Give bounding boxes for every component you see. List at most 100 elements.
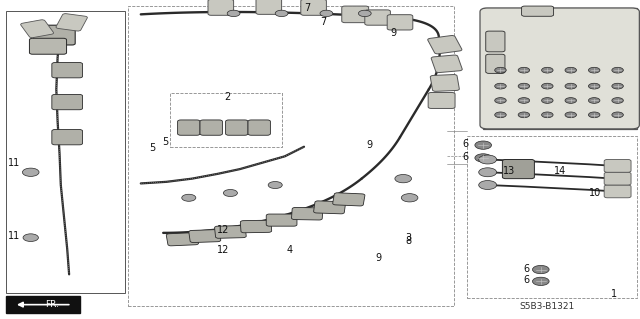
Circle shape — [479, 155, 497, 164]
FancyBboxPatch shape — [266, 214, 297, 226]
Circle shape — [588, 83, 600, 89]
Text: FR.: FR. — [45, 300, 60, 309]
FancyBboxPatch shape — [208, 0, 234, 15]
Circle shape — [532, 277, 549, 286]
Circle shape — [541, 112, 553, 118]
Text: 13: 13 — [503, 166, 516, 176]
Circle shape — [358, 10, 371, 17]
FancyBboxPatch shape — [177, 120, 200, 135]
Circle shape — [612, 67, 623, 73]
Text: 11: 11 — [8, 231, 20, 241]
FancyBboxPatch shape — [248, 120, 270, 135]
FancyBboxPatch shape — [52, 63, 83, 78]
Circle shape — [223, 189, 237, 197]
Circle shape — [588, 112, 600, 118]
Text: 1: 1 — [611, 289, 618, 299]
FancyBboxPatch shape — [166, 233, 198, 246]
Circle shape — [565, 67, 577, 73]
Circle shape — [612, 112, 623, 118]
Circle shape — [495, 83, 506, 89]
Text: 9: 9 — [390, 28, 397, 39]
Circle shape — [541, 67, 553, 73]
Circle shape — [495, 112, 506, 118]
Circle shape — [565, 83, 577, 89]
Text: 7: 7 — [304, 3, 310, 13]
Circle shape — [395, 174, 412, 183]
Circle shape — [23, 234, 38, 241]
Circle shape — [475, 141, 492, 149]
Text: 11: 11 — [8, 158, 20, 168]
Text: 8: 8 — [405, 236, 412, 246]
FancyBboxPatch shape — [502, 160, 534, 179]
Circle shape — [479, 168, 497, 177]
FancyArrowPatch shape — [19, 302, 69, 307]
Circle shape — [518, 98, 530, 103]
FancyBboxPatch shape — [292, 207, 323, 220]
FancyBboxPatch shape — [342, 6, 369, 23]
FancyBboxPatch shape — [428, 35, 462, 54]
Circle shape — [275, 10, 288, 17]
Text: 12: 12 — [216, 225, 229, 235]
Circle shape — [475, 154, 492, 162]
FancyBboxPatch shape — [226, 120, 248, 135]
Circle shape — [541, 83, 553, 89]
Circle shape — [612, 83, 623, 89]
Circle shape — [612, 98, 623, 103]
Circle shape — [518, 67, 530, 73]
FancyBboxPatch shape — [314, 201, 346, 214]
Circle shape — [495, 67, 506, 73]
FancyBboxPatch shape — [431, 55, 462, 73]
FancyBboxPatch shape — [522, 6, 554, 16]
Circle shape — [532, 265, 549, 274]
Text: 2: 2 — [224, 92, 230, 102]
FancyBboxPatch shape — [301, 0, 326, 15]
FancyBboxPatch shape — [333, 193, 365, 206]
Circle shape — [541, 98, 553, 103]
FancyBboxPatch shape — [256, 0, 282, 14]
Text: 6: 6 — [463, 152, 469, 162]
Text: 6: 6 — [523, 275, 529, 285]
Circle shape — [227, 10, 240, 17]
Circle shape — [320, 10, 333, 17]
FancyBboxPatch shape — [430, 75, 460, 91]
FancyBboxPatch shape — [29, 38, 67, 54]
FancyBboxPatch shape — [604, 160, 631, 172]
FancyBboxPatch shape — [200, 120, 223, 135]
FancyBboxPatch shape — [52, 130, 83, 145]
FancyBboxPatch shape — [20, 20, 54, 38]
FancyBboxPatch shape — [486, 31, 505, 52]
Text: 9: 9 — [367, 140, 373, 150]
FancyBboxPatch shape — [486, 54, 505, 73]
Circle shape — [518, 112, 530, 118]
Text: 5: 5 — [149, 143, 156, 153]
Circle shape — [479, 181, 497, 189]
FancyBboxPatch shape — [387, 15, 413, 30]
FancyBboxPatch shape — [214, 226, 246, 238]
Circle shape — [22, 168, 39, 176]
FancyBboxPatch shape — [480, 8, 639, 129]
Text: 14: 14 — [554, 166, 566, 176]
FancyBboxPatch shape — [56, 14, 88, 31]
Text: 12: 12 — [216, 245, 229, 256]
Text: 4: 4 — [286, 245, 292, 256]
FancyBboxPatch shape — [6, 296, 80, 313]
Text: 5: 5 — [162, 137, 168, 147]
Text: 6: 6 — [463, 139, 469, 149]
FancyBboxPatch shape — [604, 185, 631, 198]
Circle shape — [565, 112, 577, 118]
Circle shape — [268, 182, 282, 189]
Circle shape — [588, 98, 600, 103]
FancyBboxPatch shape — [428, 93, 455, 108]
Text: 6: 6 — [523, 263, 529, 274]
FancyBboxPatch shape — [604, 172, 631, 185]
Circle shape — [565, 98, 577, 103]
FancyBboxPatch shape — [34, 25, 76, 45]
Circle shape — [588, 67, 600, 73]
Text: 10: 10 — [589, 188, 602, 198]
Circle shape — [401, 194, 418, 202]
FancyBboxPatch shape — [241, 220, 271, 233]
FancyBboxPatch shape — [365, 10, 390, 25]
FancyBboxPatch shape — [52, 94, 83, 110]
Circle shape — [182, 194, 196, 201]
Circle shape — [518, 83, 530, 89]
